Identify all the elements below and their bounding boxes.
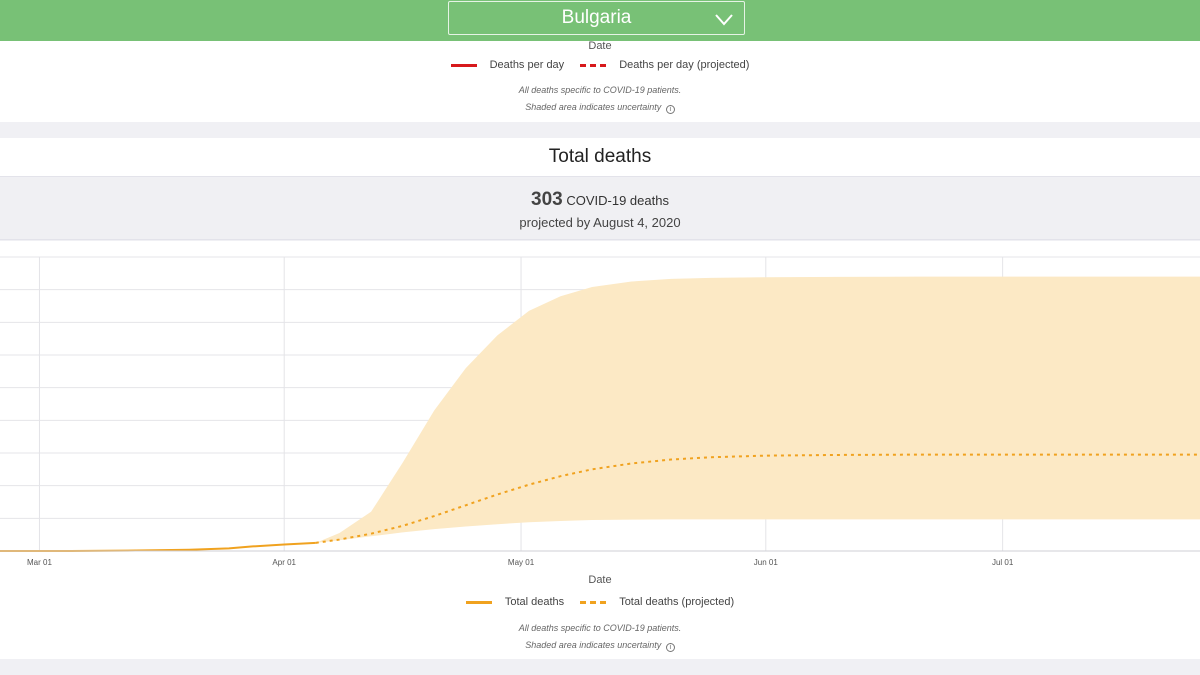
legend-swatch-dashed <box>580 63 607 67</box>
stat-subtitle: projected by August 4, 2020 <box>519 215 681 230</box>
total-deaths-summary: 303 COVID-19 deaths projected by August … <box>0 178 1200 240</box>
stat-line: 303 COVID-19 deaths <box>0 189 1200 211</box>
total-deaths-header: Total deaths <box>0 138 1200 177</box>
stat-number: 303 <box>531 189 563 210</box>
legend-label: Total deaths <box>504 596 565 608</box>
legend-item-deaths-per-day[interactable]: Deaths per day <box>450 59 565 71</box>
chart-note-uncertainty: Shaded area indicates uncertainty i <box>0 102 1200 114</box>
legend-swatch-dashed <box>580 600 607 604</box>
uncertainty-band <box>315 276 1200 543</box>
legend-swatch-solid <box>465 600 492 604</box>
note-text: Shaded area indicates uncertainty <box>525 640 662 650</box>
legend-item-deaths-per-day-projected[interactable]: Deaths per day (projected) <box>580 59 749 71</box>
chart-legend: Deaths per day Deaths per day (projected… <box>0 59 1200 71</box>
x-tick-label: Mar 01 <box>27 558 52 567</box>
legend-label: Deaths per day <box>489 59 565 71</box>
series-line-total-deaths <box>0 541 316 552</box>
legend-item-total-deaths-projected[interactable]: Total deaths (projected) <box>580 596 734 608</box>
x-tick-label: May 01 <box>508 558 535 567</box>
legend-label: Total deaths (projected) <box>619 596 735 608</box>
x-axis-title: Date <box>588 574 612 586</box>
chevron-down-icon <box>715 14 733 26</box>
total-deaths-chart-panel: Mar 01 Apr 01 May 01 Jun 01 Jul 01 Date Tota… <box>0 241 1200 659</box>
panel-title: Total deaths <box>548 146 652 167</box>
info-icon[interactable]: i <box>665 643 675 652</box>
info-icon[interactable]: i <box>665 105 675 114</box>
chart-legend: Total deaths Total deaths (projected) <box>0 596 1200 608</box>
x-axis-title: Date <box>588 40 612 52</box>
chart-note-uncertainty: Shaded area indicates uncertainty i <box>0 640 1200 652</box>
note-text: Shaded area indicates uncertainty <box>525 102 662 112</box>
country-select[interactable]: Bulgaria <box>448 1 745 35</box>
chart-note: All deaths specific to COVID-19 patients… <box>518 85 682 95</box>
stat-label: COVID-19 deaths <box>566 193 669 208</box>
series-line-total-deaths-projected <box>315 453 1200 544</box>
country-select-label: Bulgaria <box>561 7 632 28</box>
chart-note: All deaths specific to COVID-19 patients… <box>518 623 682 633</box>
x-tick-label: Jun 01 <box>754 558 779 567</box>
header-bar: Bulgaria <box>0 0 1200 41</box>
x-tick-label: Apr 01 <box>272 558 296 567</box>
legend-label: Deaths per day (projected) <box>619 59 750 71</box>
total-deaths-chart: Mar 01 Apr 01 May 01 Jun 01 Jul 01 <box>0 256 1200 567</box>
deaths-per-day-panel: Date Deaths per day Deaths per day (proj… <box>0 41 1200 122</box>
legend-swatch-solid <box>450 63 477 67</box>
x-tick-label: Jul 01 <box>992 558 1014 567</box>
legend-item-total-deaths[interactable]: Total deaths <box>465 596 565 608</box>
